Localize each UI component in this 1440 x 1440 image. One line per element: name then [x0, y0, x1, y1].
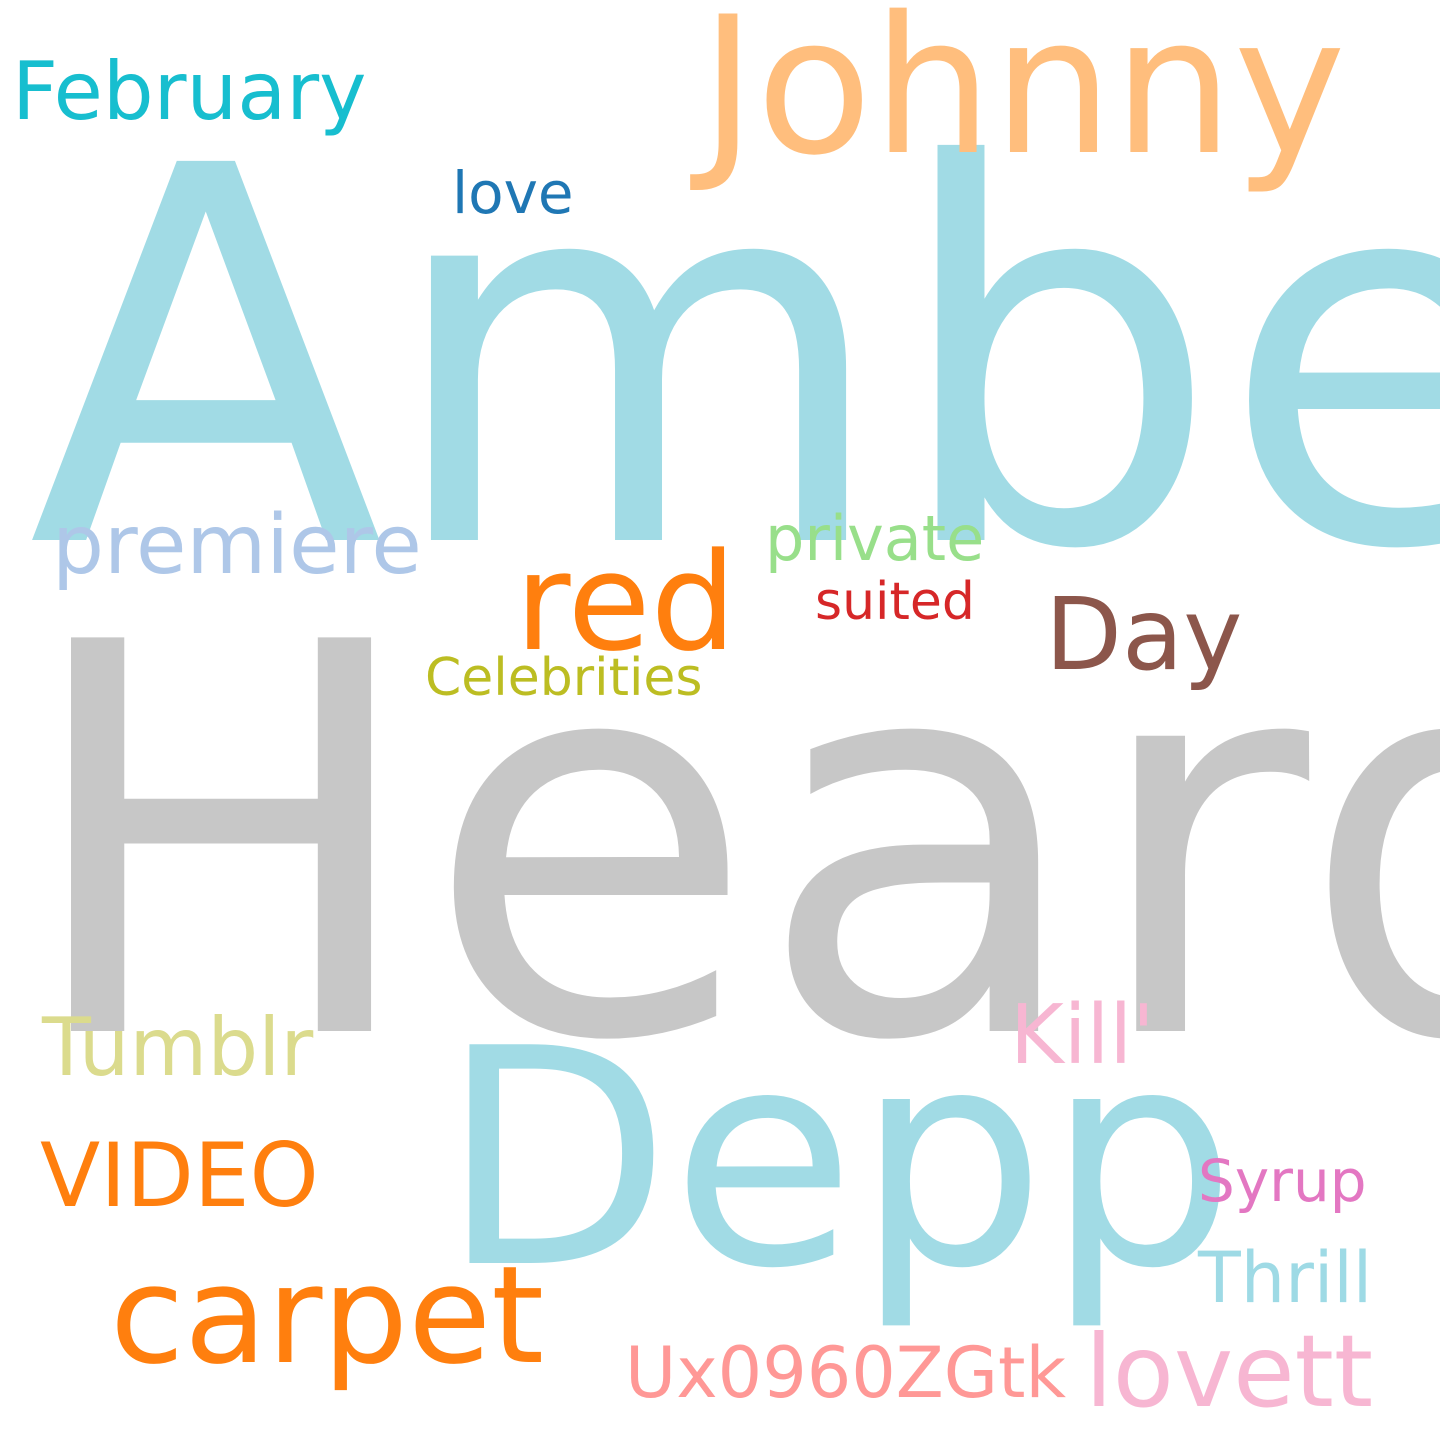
word-lovett: lovett [1085, 1313, 1374, 1430]
word-premiere: premiere [52, 498, 422, 593]
word-celebrities: Celebrities [425, 648, 703, 708]
word-thrill: Thrill [1198, 1237, 1373, 1319]
word-video: VIDEO [40, 1124, 319, 1227]
word-february: February [12, 45, 367, 138]
word-carpet: carpet [110, 1237, 545, 1394]
word-code: Ux0960ZGtk [625, 1332, 1066, 1414]
word-suited: suited [815, 572, 975, 632]
word-syrup: Syrup [1198, 1147, 1367, 1215]
word-heard: Heard [18, 531, 1440, 1159]
word-private: private [765, 502, 985, 575]
word-day: Day [1045, 576, 1243, 693]
word-red: red [515, 524, 737, 681]
word-amber: Amber [28, 57, 1440, 663]
word-johnny: Johnny [700, 0, 1346, 197]
word-depp: Depp [440, 985, 1237, 1334]
word-kill: Kill' [1010, 988, 1155, 1083]
word-love: love [452, 159, 574, 227]
word-tumblr: Tumblr [42, 1001, 314, 1094]
